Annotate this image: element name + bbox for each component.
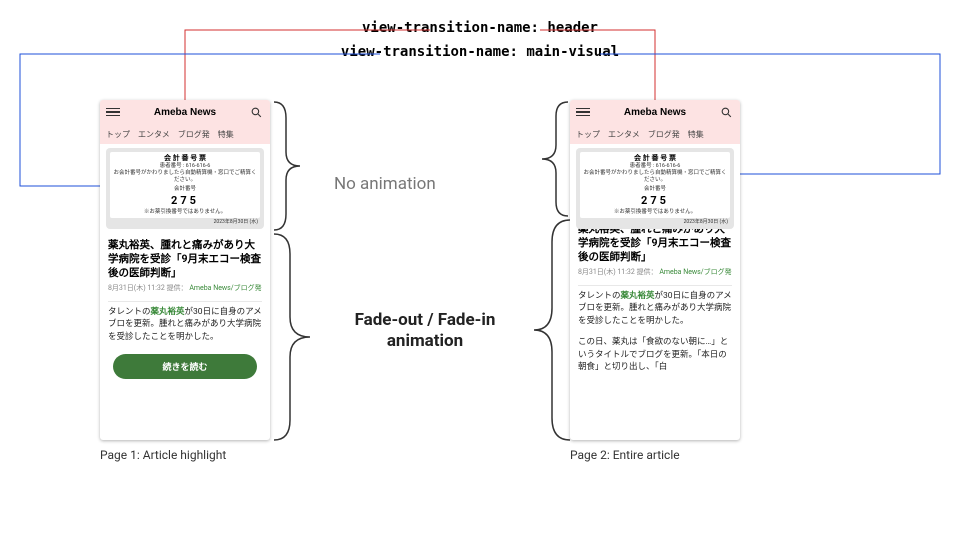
page2-phone: Ameba News トップ エンタメ ブログ発 特集 会 計 番 号 票 患者… xyxy=(570,100,740,440)
name-link[interactable]: 薬丸裕英 xyxy=(621,291,655,301)
brace-right-top xyxy=(540,100,570,218)
page2-header: Ameba News トップ エンタメ ブログ発 特集 xyxy=(570,100,740,144)
ticket-title: 会 計 番 号 票 xyxy=(113,154,257,163)
ticket-note: お会計番号がかわりましたら自動精算機・窓口でご精算ください。 xyxy=(583,170,727,184)
divider xyxy=(578,285,732,286)
tab-blog[interactable]: ブログ発 xyxy=(648,129,680,140)
brace-left-top xyxy=(272,100,302,232)
tab-entertainment[interactable]: エンタメ xyxy=(138,129,170,140)
brace-left-bottom xyxy=(272,232,312,442)
article-meta: 8月31日(木) 11:32 提供： Ameba News/ブログ発 xyxy=(570,267,740,281)
brand-logo: Ameba News xyxy=(154,107,216,118)
page1-main-visual: 会 計 番 号 票 患者番号 : 616-616-6 お会計番号がかわりましたら… xyxy=(100,144,270,232)
name-link[interactable]: 薬丸裕英 xyxy=(151,307,185,317)
ticket-footer: ※お薬引換番号ではありません。 xyxy=(583,209,727,216)
menu-icon[interactable] xyxy=(106,105,120,119)
tab-entertainment[interactable]: エンタメ xyxy=(608,129,640,140)
code-label-header: view-transition-name: header xyxy=(0,20,960,36)
annotation-no-animation: No animation xyxy=(334,174,436,194)
article-meta: 8月31日(木) 11:32 提供： Ameba News/ブログ発 xyxy=(100,283,270,297)
read-more-button[interactable]: 続きを読む xyxy=(113,354,258,379)
tab-feature[interactable]: 特集 xyxy=(688,129,704,140)
page1-phone: Ameba News トップ エンタメ ブログ発 特集 会 計 番 号 票 患者… xyxy=(100,100,270,440)
menu-icon[interactable] xyxy=(576,105,590,119)
nav-tabs: トップ エンタメ ブログ発 特集 xyxy=(570,124,740,144)
brace-right-bottom xyxy=(532,218,572,442)
ticket-note: お会計番号がかわりましたら自動精算機・窓口でご精算ください。 xyxy=(113,170,257,184)
ticket-label: 会計番号 xyxy=(583,186,727,193)
page2-main-visual: 会 計 番 号 票 患者番号 : 616-616-6 お会計番号がかわりましたら… xyxy=(570,144,740,216)
article-body-para2: この日、薬丸は「食欲のない朝に…」というタイトルでブログを更新。「本日の朝食」と… xyxy=(570,336,740,374)
search-icon[interactable] xyxy=(720,105,734,119)
source-link[interactable]: Ameba News/ブログ発 xyxy=(659,268,731,276)
brand-logo: Ameba News xyxy=(624,107,686,118)
tab-blog[interactable]: ブログ発 xyxy=(178,129,210,140)
caption-page1: Page 1: Article highlight xyxy=(100,448,226,462)
tab-top[interactable]: トップ xyxy=(576,129,600,140)
tab-feature[interactable]: 特集 xyxy=(218,129,234,140)
page1-header: Ameba News トップ エンタメ ブログ発 特集 xyxy=(100,100,270,144)
annotation-fade-animation: Fade-out / Fade-in animation xyxy=(330,310,520,353)
ticket-number: 275 xyxy=(113,194,257,208)
article-body: タレントの薬丸裕英が30日に自身のアメブロを更新。腫れと痛みがあり大学病院を受診… xyxy=(570,290,740,328)
code-label-main-visual: view-transition-name: main-visual xyxy=(0,44,960,60)
ticket-date: 2023年8月30日 (水) xyxy=(110,218,260,225)
ticket-date: 2023年8月30日 (水) xyxy=(580,218,730,225)
search-icon[interactable] xyxy=(250,105,264,119)
article-title: 薬丸裕英、腫れと痛みがあり大学病院を受診「9月末エコー検査後の医師判断」 xyxy=(100,232,270,283)
source-link[interactable]: Ameba News/ブログ発 xyxy=(189,284,261,292)
ticket-footer: ※お薬引換番号ではありません。 xyxy=(113,209,257,216)
article-body: タレントの薬丸裕英が30日に自身のアメブロを更新。腫れと痛みがあり大学病院を受診… xyxy=(100,306,270,344)
nav-tabs: トップ エンタメ ブログ発 特集 xyxy=(100,124,270,144)
ticket-number: 275 xyxy=(583,194,727,208)
ticket-label: 会計番号 xyxy=(113,186,257,193)
divider xyxy=(108,301,262,302)
tab-top[interactable]: トップ xyxy=(106,129,130,140)
ticket-title: 会 計 番 号 票 xyxy=(583,154,727,163)
caption-page2: Page 2: Entire article xyxy=(570,448,680,462)
